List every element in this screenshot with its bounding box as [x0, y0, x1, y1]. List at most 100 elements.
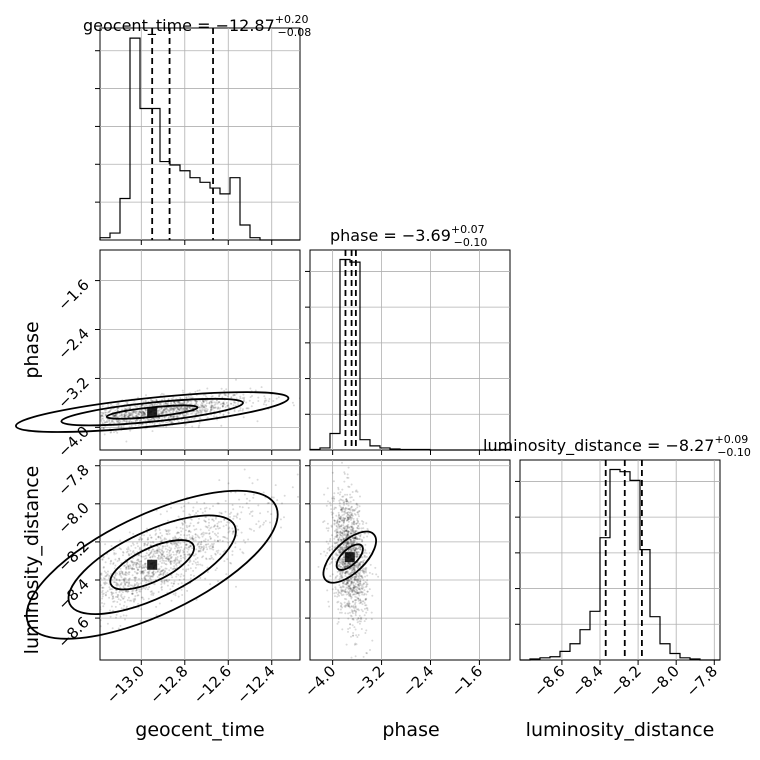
- sample-point: [361, 603, 364, 606]
- sample-point: [169, 561, 172, 564]
- sample-point: [131, 561, 134, 564]
- sample-point: [140, 555, 142, 558]
- sample-point: [91, 413, 93, 415]
- sample-point: [151, 575, 154, 578]
- sample-point: [323, 493, 326, 496]
- sample-point: [352, 527, 355, 530]
- sample-point: [171, 585, 174, 588]
- sample-point: [357, 547, 360, 550]
- sample-point: [161, 410, 164, 413]
- sample-point: [142, 569, 145, 572]
- sample-point: [91, 598, 93, 600]
- sample-point: [348, 594, 350, 597]
- sample-point: [341, 606, 344, 609]
- sample-point: [160, 554, 163, 557]
- sample-point: [33, 428, 35, 430]
- sample-point: [149, 404, 152, 407]
- sample-point: [356, 519, 359, 522]
- sample-point: [357, 575, 360, 578]
- sample-point: [347, 518, 350, 521]
- sample-point: [333, 537, 336, 540]
- sample-point: [100, 572, 102, 575]
- sample-point: [339, 498, 342, 501]
- sample-point: [204, 407, 207, 410]
- sample-point: [352, 528, 354, 531]
- sample-point: [159, 573, 162, 576]
- sample-point: [100, 406, 102, 409]
- sample-point: [97, 602, 99, 604]
- sample-point: [353, 568, 356, 571]
- sample-point: [169, 548, 172, 551]
- sample-point: [119, 583, 122, 586]
- sample-point: [333, 492, 336, 495]
- sample-point: [350, 532, 353, 535]
- sample-point: [110, 545, 113, 547]
- sample-point: [114, 605, 117, 608]
- sample-point: [169, 542, 172, 545]
- sample-point: [100, 608, 101, 610]
- sample-point: [364, 581, 367, 583]
- sample-point: [350, 532, 353, 535]
- sample-point: [354, 595, 357, 598]
- sample-point: [199, 543, 202, 546]
- sample-point: [349, 515, 352, 518]
- sample-point: [361, 593, 364, 596]
- sample-point: [202, 545, 205, 548]
- sample-point: [159, 410, 162, 413]
- sample-point: [347, 530, 350, 533]
- sample-point: [347, 561, 350, 564]
- sample-point: [111, 420, 114, 423]
- sample-point: [136, 594, 139, 597]
- sample-point: [128, 599, 131, 602]
- sample-point: [348, 574, 351, 577]
- sample-point: [339, 546, 342, 549]
- sample-point: [160, 573, 163, 576]
- sample-point: [165, 425, 168, 428]
- sample-point: [95, 406, 97, 408]
- sample-point: [331, 497, 334, 500]
- sample-point: [345, 525, 348, 528]
- sample-point: [347, 541, 350, 544]
- sample-point: [70, 421, 72, 423]
- sample-point: [347, 612, 350, 615]
- x-tick-label: −3.2: [350, 662, 388, 700]
- sample-point: [348, 584, 351, 587]
- sample-point: [59, 423, 61, 425]
- sample-point: [350, 582, 353, 585]
- sample-point: [212, 548, 215, 551]
- sample-point: [353, 593, 356, 596]
- sample-point: [355, 529, 358, 532]
- sample-point: [150, 536, 153, 539]
- sample-point: [168, 420, 171, 423]
- sample-point: [330, 562, 333, 564]
- sample-point: [338, 520, 341, 523]
- sample-point: [143, 411, 146, 414]
- sample-point: [162, 403, 165, 406]
- sample-point: [160, 569, 163, 572]
- sample-point: [197, 535, 200, 538]
- sample-point: [28, 423, 30, 425]
- sample-point: [339, 573, 342, 575]
- sample-point: [230, 562, 233, 565]
- sample-point: [134, 410, 137, 413]
- sample-point: [352, 606, 355, 608]
- sample-point: [214, 406, 217, 409]
- sample-point: [346, 525, 349, 528]
- sample-point: [220, 387, 223, 390]
- sample-point: [85, 599, 87, 601]
- sample-point: [109, 560, 112, 563]
- scatter-points: [317, 461, 380, 659]
- sample-point: [263, 521, 265, 524]
- sample-point: [352, 586, 355, 589]
- sample-point: [336, 570, 339, 573]
- sample-point: [346, 541, 349, 544]
- sample-point: [210, 395, 213, 398]
- sample-point: [186, 400, 189, 403]
- sample-point: [127, 407, 130, 410]
- sample-point: [184, 407, 186, 410]
- sample-point: [44, 628, 46, 630]
- sample-point: [136, 562, 139, 564]
- sample-point: [178, 409, 181, 412]
- sample-point: [341, 534, 343, 537]
- sample-point: [345, 604, 348, 607]
